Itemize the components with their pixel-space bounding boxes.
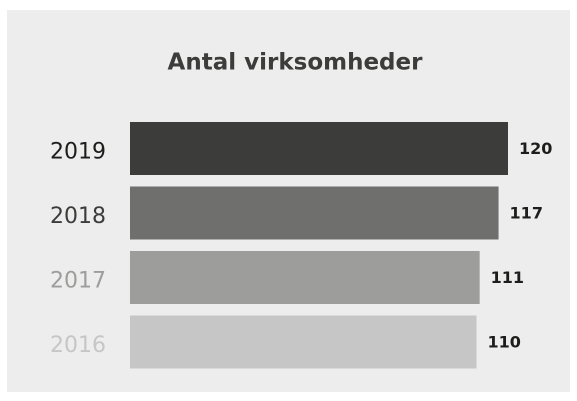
- bar: [130, 251, 480, 304]
- value-label: 120: [519, 139, 552, 158]
- bar: [130, 186, 499, 240]
- value-label: 117: [510, 204, 543, 223]
- value-label: 111: [491, 268, 524, 287]
- y-tick-label: 2017: [50, 269, 106, 294]
- chart-title: Antal virksomheder: [168, 50, 424, 76]
- y-tick-label: 2019: [50, 140, 106, 165]
- bar: [130, 122, 508, 175]
- value-label: 110: [488, 333, 521, 352]
- bar: [130, 315, 477, 369]
- y-tick-label: 2018: [50, 204, 106, 229]
- y-tick-label: 2016: [50, 333, 106, 358]
